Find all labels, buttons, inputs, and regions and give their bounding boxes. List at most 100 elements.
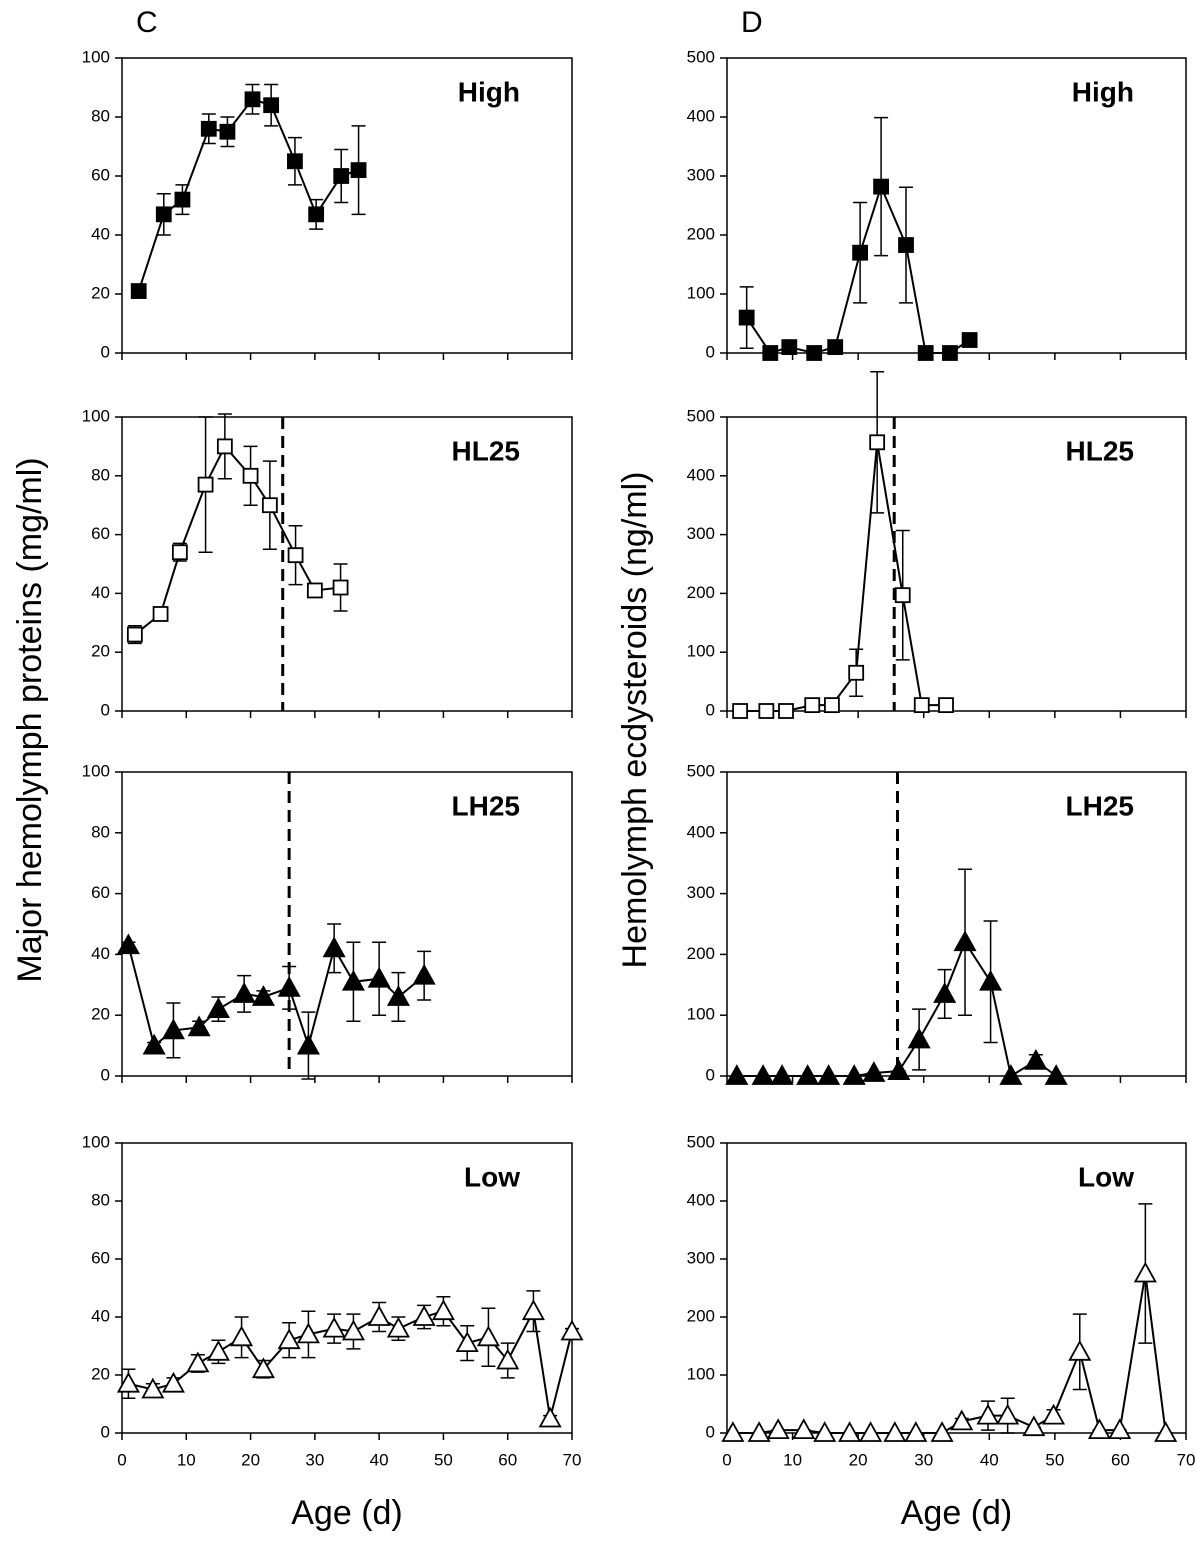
- marker: [277, 1328, 301, 1350]
- y-tick-label: 400: [687, 465, 715, 484]
- y-tick-label: 20: [91, 1005, 110, 1024]
- marker: [738, 309, 755, 326]
- x-tick-label: 70: [1177, 1450, 1196, 1469]
- marker: [883, 1421, 907, 1442]
- x-tick-label: 10: [783, 1450, 802, 1469]
- marker: [141, 1377, 165, 1399]
- x-tick-label: 30: [305, 1450, 324, 1469]
- marker: [907, 1027, 931, 1049]
- y-axis-label: Major hemolymph proteins (mg/ml): [11, 457, 49, 982]
- x-axis-label: Age (d): [291, 1494, 403, 1532]
- marker: [824, 697, 840, 714]
- marker: [942, 345, 958, 361]
- y-tick-label: 400: [687, 1190, 715, 1209]
- marker: [116, 1371, 140, 1393]
- marker: [1087, 1418, 1111, 1439]
- marker: [758, 703, 775, 719]
- marker: [817, 1064, 841, 1085]
- marker: [1044, 1064, 1068, 1085]
- marker: [770, 1064, 794, 1085]
- marker: [197, 476, 214, 493]
- marker: [796, 1064, 820, 1085]
- y-tick-label: 500: [687, 406, 715, 425]
- x-tick-label: 10: [177, 1450, 196, 1469]
- y-tick-label: 100: [687, 1005, 715, 1024]
- y-tick-label: 300: [687, 1248, 715, 1267]
- plot-frame: [121, 771, 573, 1077]
- marker: [333, 168, 350, 184]
- x-tick-label: 50: [1045, 1450, 1064, 1469]
- marker: [873, 178, 889, 195]
- marker: [827, 339, 844, 356]
- marker: [766, 1418, 790, 1439]
- x-tick-label: 60: [1111, 1450, 1130, 1469]
- y-tick-label: 0: [706, 700, 715, 719]
- x-tick-label: 30: [914, 1450, 933, 1469]
- marker: [999, 1064, 1023, 1085]
- marker: [476, 1325, 500, 1347]
- panel-title: Low: [1078, 1161, 1134, 1192]
- marker: [251, 985, 275, 1006]
- x-tick-label: 0: [117, 1450, 126, 1469]
- y-tick-label: 0: [101, 1065, 110, 1084]
- marker: [251, 1357, 275, 1379]
- marker: [263, 97, 280, 114]
- marker: [367, 966, 391, 988]
- y-tick-label: 200: [687, 224, 715, 243]
- marker: [242, 467, 259, 484]
- marker: [306, 582, 323, 599]
- marker: [538, 1406, 562, 1428]
- marker: [219, 123, 236, 140]
- y-tick-label: 100: [687, 283, 715, 302]
- y-tick-label: 300: [687, 165, 715, 184]
- marker: [778, 703, 794, 719]
- marker: [1133, 1261, 1157, 1283]
- marker: [762, 345, 779, 361]
- x-axis-label: Age (d): [901, 1494, 1013, 1532]
- y-tick-label: 60: [91, 883, 110, 902]
- marker: [350, 162, 367, 179]
- marker: [244, 91, 261, 108]
- marker: [979, 969, 1003, 991]
- y-tick-label: 0: [101, 700, 110, 719]
- panel-label: D: [741, 6, 763, 39]
- marker: [232, 982, 256, 1003]
- marker: [898, 237, 914, 253]
- marker: [152, 606, 169, 622]
- panel-title: High: [1072, 76, 1134, 107]
- y-axis-label: Hemolymph ecdysteroids (ng/ml): [616, 472, 654, 969]
- x-tick-label: 70: [563, 1450, 582, 1469]
- marker: [804, 697, 821, 714]
- marker: [230, 1325, 254, 1347]
- marker: [1154, 1421, 1178, 1442]
- x-tick-label: 40: [370, 1450, 389, 1469]
- marker: [894, 587, 911, 604]
- y-tick-label: 20: [91, 642, 110, 661]
- marker: [287, 547, 304, 564]
- marker: [412, 1305, 436, 1326]
- plot-frame: [121, 57, 573, 354]
- y-tick-label: 80: [91, 465, 110, 484]
- marker: [126, 626, 143, 643]
- y-tick-label: 40: [91, 944, 110, 963]
- marker: [308, 206, 325, 223]
- marker: [869, 434, 886, 451]
- y-tick-label: 40: [91, 583, 110, 602]
- marker: [1108, 1418, 1132, 1439]
- marker: [751, 1064, 775, 1085]
- marker: [961, 332, 978, 348]
- y-tick-label: 0: [706, 1065, 715, 1084]
- panel-label: C: [136, 6, 158, 39]
- marker: [732, 703, 749, 719]
- marker: [913, 697, 930, 714]
- y-tick-label: 100: [82, 406, 110, 425]
- marker: [848, 664, 865, 681]
- x-tick-label: 20: [241, 1450, 260, 1469]
- plot-frame: [726, 771, 1187, 1077]
- marker: [174, 191, 191, 208]
- marker: [1042, 1403, 1066, 1425]
- data-line: [745, 183, 971, 355]
- marker: [206, 997, 230, 1019]
- y-tick-label: 60: [91, 165, 110, 184]
